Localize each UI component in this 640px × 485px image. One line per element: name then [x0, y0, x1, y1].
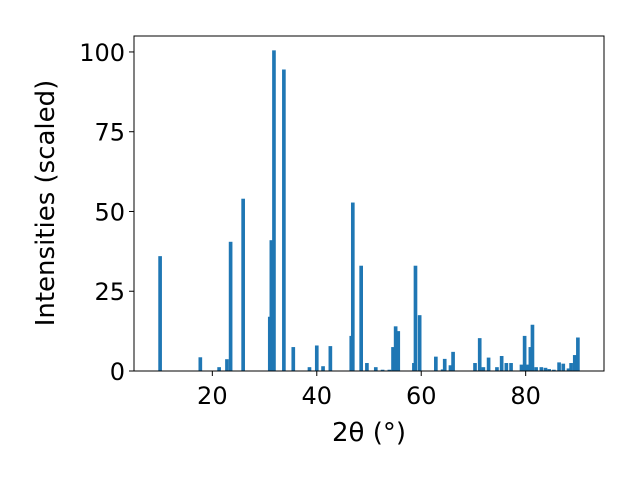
bar — [448, 365, 453, 371]
bar — [572, 355, 577, 371]
y-tick-label: 50 — [94, 198, 125, 226]
x-tick-label: 80 — [510, 382, 541, 410]
bar — [393, 326, 398, 371]
bar — [225, 359, 229, 371]
bar — [350, 202, 355, 371]
bar — [495, 367, 499, 371]
bar — [576, 337, 580, 371]
bar — [557, 362, 561, 371]
bar — [198, 357, 203, 371]
bar — [365, 363, 369, 371]
bar — [528, 347, 533, 371]
bar — [499, 356, 504, 371]
bar — [561, 363, 566, 371]
bar — [522, 335, 527, 371]
bar — [539, 367, 544, 371]
y-tick-label: 75 — [94, 119, 125, 147]
bar — [504, 363, 509, 371]
bar — [380, 369, 385, 371]
bar — [547, 369, 551, 371]
bar — [359, 265, 363, 371]
bar — [569, 363, 573, 371]
bar — [519, 364, 524, 371]
plot-frame — [133, 35, 605, 372]
bar — [477, 338, 482, 371]
bar — [486, 357, 491, 371]
bar — [566, 368, 571, 371]
bar — [269, 240, 274, 371]
bar — [525, 364, 530, 371]
bar — [440, 369, 445, 371]
bar — [543, 367, 548, 371]
x-tick-label: 40 — [302, 382, 333, 410]
bar — [282, 69, 286, 371]
bar — [473, 363, 477, 371]
bar — [442, 358, 447, 371]
y-tick-label: 25 — [94, 278, 125, 306]
bar — [552, 369, 556, 371]
bar — [328, 346, 333, 371]
bar — [396, 331, 401, 371]
bars-layer — [158, 50, 580, 372]
bar — [534, 367, 538, 371]
bar — [434, 356, 438, 371]
bar — [509, 363, 513, 371]
y-axis-label: Intensities (scaled) — [31, 80, 61, 327]
bar — [228, 241, 233, 371]
x-tick-label: 20 — [197, 382, 228, 410]
bar — [387, 369, 392, 371]
bar — [530, 324, 535, 371]
x-axis-label: 2θ (°) — [332, 418, 406, 448]
bar — [481, 367, 486, 371]
y-tick-label: 100 — [79, 39, 125, 67]
bar — [158, 256, 162, 371]
bar — [217, 367, 221, 371]
bar — [272, 50, 276, 372]
x-axis-ticks: 20 40 60 80 — [197, 371, 541, 410]
bar — [413, 265, 418, 371]
bar — [321, 366, 325, 371]
y-tick-label: 0 — [110, 358, 125, 386]
bar — [391, 347, 395, 371]
y-axis-ticks: 0 25 50 75 100 — [79, 39, 134, 386]
bar — [451, 351, 455, 371]
bar — [417, 315, 422, 371]
bar — [314, 345, 319, 371]
x-tick-label: 60 — [406, 382, 437, 410]
bar — [241, 198, 245, 371]
bar — [291, 347, 296, 371]
bar — [307, 367, 312, 371]
bar — [373, 367, 378, 371]
